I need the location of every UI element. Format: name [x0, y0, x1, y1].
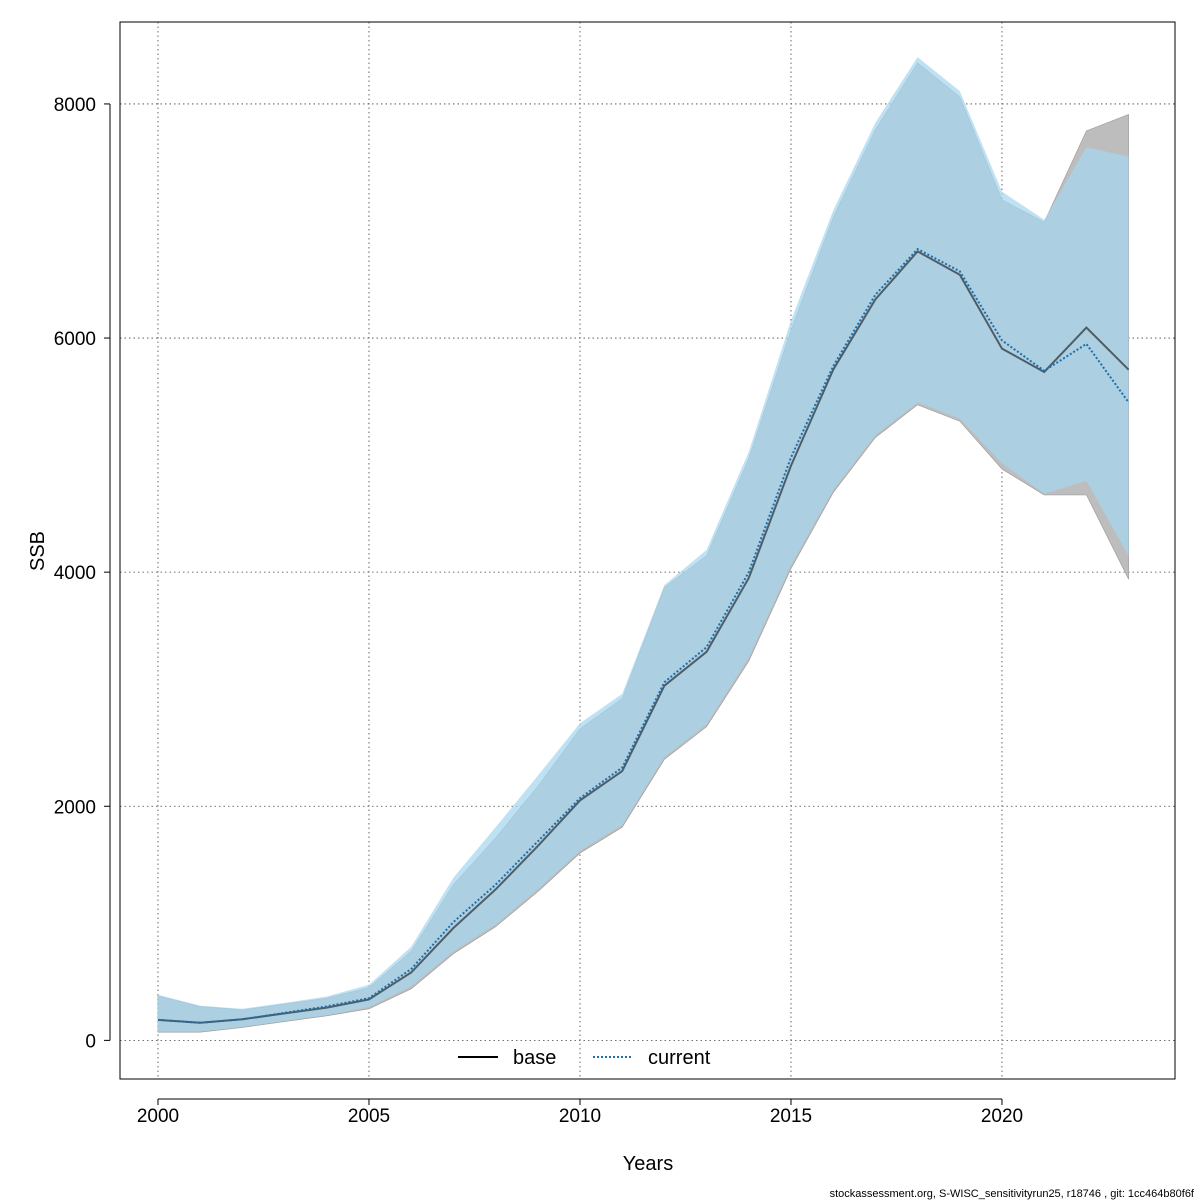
- y-axis: 0 2000 4000 6000 8000: [54, 95, 111, 1052]
- x-tick-label: 2010: [559, 1106, 601, 1127]
- line-base: [157, 250, 1130, 1024]
- footer-text: stockassessment.org, S-WISC_sensitivityr…: [830, 1188, 1195, 1200]
- legend-label-current: current: [648, 1047, 711, 1069]
- x-tick-label: 2000: [137, 1106, 179, 1127]
- x-axis: 2000 2005 2010 2015 2020: [137, 1098, 1023, 1127]
- y-tick-label: 0: [85, 1031, 96, 1052]
- grid: [120, 22, 1175, 1079]
- plot-frame: [119, 21, 1176, 1080]
- confidence-bands: [157, 57, 1129, 1033]
- legend: base current: [458, 1047, 711, 1069]
- y-tick-label: 6000: [54, 329, 96, 350]
- band-current: [158, 57, 1129, 1032]
- y-tick-label: 8000: [54, 95, 96, 116]
- x-tick-label: 2020: [981, 1106, 1023, 1127]
- line-current: [157, 247, 1130, 1024]
- y-axis-title: SSB: [27, 531, 49, 571]
- x-tick-label: 2015: [770, 1106, 812, 1127]
- x-axis-title: Years: [623, 1153, 673, 1175]
- series-lines: [157, 247, 1130, 1024]
- y-tick-label: 4000: [54, 563, 96, 584]
- y-tick-label: 2000: [54, 797, 96, 818]
- legend-label-base: base: [513, 1047, 556, 1069]
- x-tick-label: 2005: [348, 1106, 390, 1127]
